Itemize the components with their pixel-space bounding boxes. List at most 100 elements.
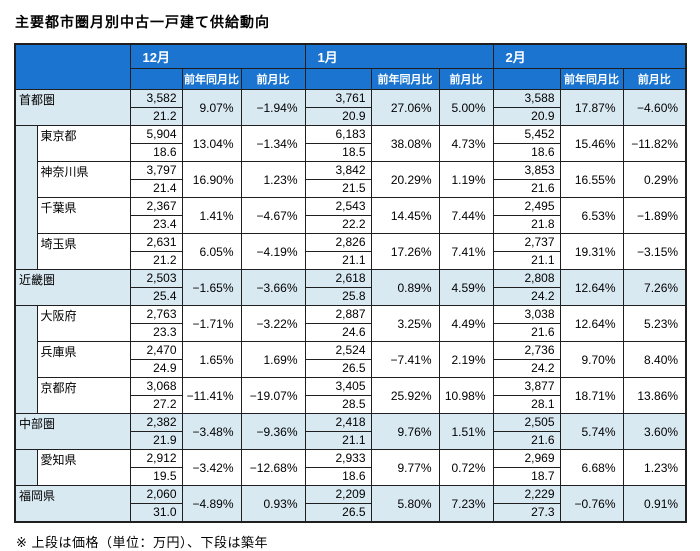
yoy-cell: 0.89% xyxy=(370,269,440,306)
mom-cell: 13.86% xyxy=(622,377,687,414)
age-cell: 18.5 xyxy=(304,143,372,162)
price-cell: 2,495 xyxy=(492,197,561,216)
yoy-cell: 15.46% xyxy=(559,125,624,162)
yoy-cell: 16.90% xyxy=(181,161,242,198)
age-cell: 19.5 xyxy=(129,467,183,486)
supply-trend-table: 12月 1月 2月 前年同月比 前月比 前年同月比 前月比 前年同月比 前月比 首都圏 3,582… xyxy=(14,43,688,523)
age-cell: 21.6 xyxy=(492,179,561,198)
table-header: 12月 1月 2月 前年同月比 前月比 前年同月比 前月比 前年同月比 前月比 xyxy=(14,43,687,90)
row-label-prefecture: 京都府 xyxy=(36,377,131,414)
yoy-cell: 6.53% xyxy=(559,197,624,234)
yoy-cell: 27.06% xyxy=(370,89,440,126)
row-label-region: 中部圏 xyxy=(14,413,131,450)
price-cell: 3,588 xyxy=(492,89,561,108)
header-row-subcolumns: 前年同月比 前月比 前年同月比 前月比 前年同月比 前月比 xyxy=(15,68,687,90)
age-cell: 21.1 xyxy=(492,251,561,270)
price-cell: 3,853 xyxy=(492,161,561,180)
mom-cell: 1.51% xyxy=(438,413,494,450)
pref-row: 兵庫県 2,470 1.65% 1.69% 2,524 −7.41% 2.19% 2,736 9… xyxy=(15,341,687,378)
region-row-age: 21.2 20.9 20.9 xyxy=(15,107,686,126)
price-cell: 2,524 xyxy=(304,341,372,360)
pref-row: 愛知県 2,912 −3.42% −12.68% 2,933 9.77% 0.72% 2,96… xyxy=(14,449,687,486)
price-cell: 3,877 xyxy=(492,377,561,396)
mom-cell: 4.73% xyxy=(438,125,494,162)
month-header-1: 12月 xyxy=(129,43,306,69)
yoy-cell: 6.05% xyxy=(181,233,242,270)
price-cell: 2,631 xyxy=(129,233,183,252)
mom-cell: 1.23% xyxy=(622,449,687,486)
age-cell: 18.6 xyxy=(304,467,372,486)
yoy-cell: −0.76% xyxy=(559,485,624,523)
price-cell: 6,183 xyxy=(304,125,372,144)
region-row: 近畿圏 2,503 −1.65% −3.66% 2,618 0.89% 4.59% 2,808… xyxy=(14,269,687,306)
age-cell: 21.6 xyxy=(492,431,561,450)
yoy-cell: −3.42% xyxy=(181,449,242,486)
yoy-cell: 18.71% xyxy=(559,377,624,414)
age-cell: 24.2 xyxy=(492,287,561,306)
region-row: 中部圏 2,382 −3.48% −9.36% 2,418 9.76% 1.51% 2,505… xyxy=(14,413,687,450)
row-label-prefecture: 埼玉県 xyxy=(36,233,131,270)
yoy-cell: −4.89% xyxy=(181,485,242,523)
age-cell: 27.2 xyxy=(129,395,183,414)
age-cell: 18.6 xyxy=(129,143,183,162)
age-cell: 24.6 xyxy=(304,323,372,342)
mom-cell: 3.60% xyxy=(622,413,687,450)
mom-cell: 10.98% xyxy=(438,377,494,414)
group-indent-cell xyxy=(14,125,38,270)
month-header-3: 2月 xyxy=(492,43,687,69)
row-label-prefecture: 大阪府 xyxy=(36,305,131,342)
price-cell: 3,761 xyxy=(304,89,372,108)
pref-row: 埼玉県 2,631 6.05% −4.19% 2,826 17.26% 7.41% 2,737… xyxy=(15,233,687,270)
yoy-cell: 12.64% xyxy=(559,269,624,306)
age-cell: 24.2 xyxy=(492,359,561,378)
age-cell: 21.2 xyxy=(129,107,183,126)
row-label-region: 近畿圏 xyxy=(14,269,131,306)
age-cell: 21.6 xyxy=(492,323,561,342)
age-cell: 22.2 xyxy=(304,215,372,234)
mom-cell: 2.19% xyxy=(438,341,494,378)
price-cell: 3,842 xyxy=(304,161,372,180)
age-cell: 21.5 xyxy=(304,179,372,198)
price-cell: 5,904 xyxy=(129,125,183,144)
yoy-cell: 3.25% xyxy=(370,305,440,342)
mom-cell: −12.68% xyxy=(240,449,306,486)
age-cell: 26.5 xyxy=(304,503,372,523)
yoy-cell: 5.74% xyxy=(559,413,624,450)
price-cell: 3,405 xyxy=(304,377,372,396)
pref-row-age: 19.5 18.6 18.7 xyxy=(15,467,686,486)
header-corner xyxy=(14,43,131,90)
yoy-cell: 25.92% xyxy=(370,377,440,414)
price-cell: 2,618 xyxy=(304,269,372,288)
yoy-cell: 1.65% xyxy=(181,341,242,378)
month-value-spacer xyxy=(492,68,561,90)
mom-cell: −3.66% xyxy=(240,269,306,306)
yoy-cell: 38.08% xyxy=(370,125,440,162)
group-indent-cell xyxy=(14,305,38,414)
pref-row: 京都府 3,068 −11.41% −19.07% 3,405 25.92% 10.98% 3… xyxy=(15,377,687,414)
mom-cell: −3.15% xyxy=(622,233,687,270)
yoy-cell: 20.29% xyxy=(370,161,440,198)
mom-cell: −11.82% xyxy=(622,125,687,162)
age-cell: 21.4 xyxy=(129,179,183,198)
pref-row: 大阪府 2,763 −1.71% −3.22% 2,887 3.25% 4.49% 3,038… xyxy=(14,305,687,414)
row-label-prefecture: 東京都 xyxy=(36,125,131,162)
mom-cell: 5.23% xyxy=(622,305,687,342)
age-cell: 28.5 xyxy=(304,395,372,414)
unit-footnote: ※ 上段は価格（単位：万円）、下段は築年 xyxy=(16,535,269,550)
mom-cell: −1.94% xyxy=(240,89,306,126)
mom-cell: 4.59% xyxy=(438,269,494,306)
yoy-cell: 6.68% xyxy=(559,449,624,486)
subheader-yoy: 前年同月比 xyxy=(559,68,624,90)
yoy-cell: 1.41% xyxy=(181,197,242,234)
yoy-cell: −3.48% xyxy=(181,413,242,450)
pref-row-age: 21.2 21.1 21.1 xyxy=(15,251,686,270)
mom-cell: 1.23% xyxy=(240,161,306,198)
mom-cell: 0.72% xyxy=(438,449,494,486)
mom-cell: 8.40% xyxy=(622,341,687,378)
mom-cell: −9.36% xyxy=(240,413,306,450)
price-cell: 2,736 xyxy=(492,341,561,360)
price-cell: 2,503 xyxy=(129,269,183,288)
pref-row: 東京都 5,904 13.04% −1.34% 6,183 38.08% 4.73% 5,45… xyxy=(14,125,687,270)
price-cell: 2,826 xyxy=(304,233,372,252)
